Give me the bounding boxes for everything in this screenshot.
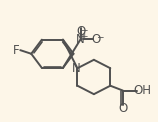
Text: O: O: [92, 33, 101, 46]
Text: N: N: [72, 62, 81, 75]
Text: −: −: [80, 25, 88, 34]
Text: +: +: [80, 32, 88, 41]
Text: O: O: [76, 25, 85, 38]
Text: F: F: [13, 44, 20, 57]
Text: N: N: [76, 33, 85, 46]
Text: OH: OH: [133, 84, 151, 97]
Text: −: −: [96, 32, 103, 41]
Text: O: O: [118, 102, 128, 115]
